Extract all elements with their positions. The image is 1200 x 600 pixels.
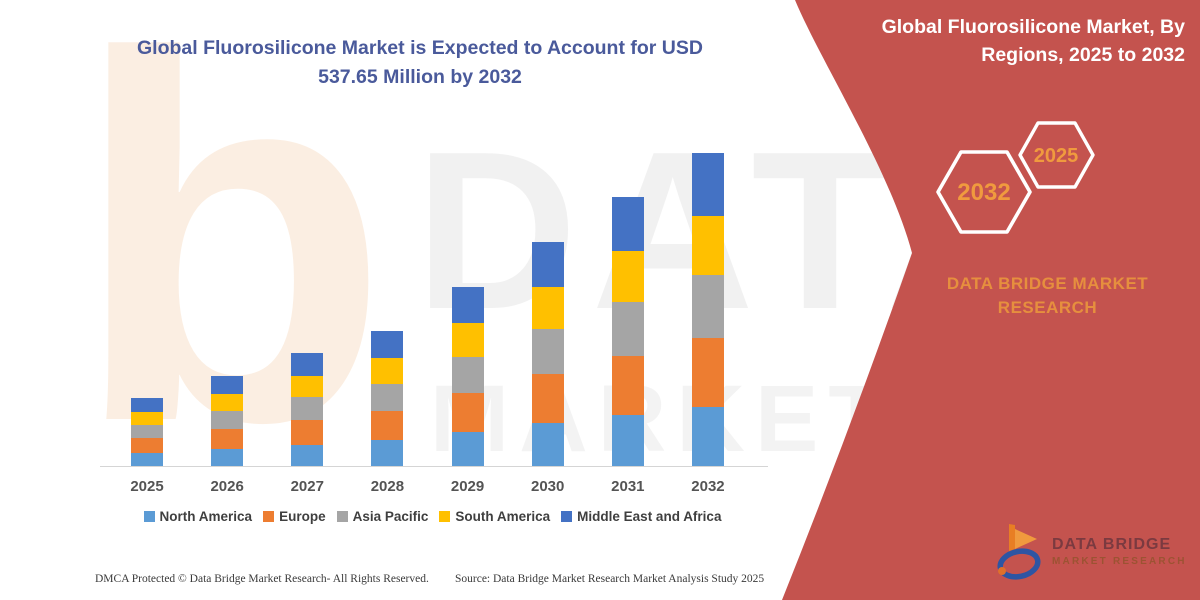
legend-marker-icon	[143, 511, 155, 522]
dbmr-logo-icon	[997, 524, 1041, 580]
bar-segment-2027	[291, 375, 324, 398]
dbmr-logo-subtitle: MARKET RESEARCH	[1052, 555, 1187, 567]
bar-segment-2029	[451, 432, 484, 466]
bar-segment-2025	[131, 398, 163, 412]
hexagon-2025-icon	[1018, 121, 1095, 189]
bar-segment-2025	[131, 453, 163, 466]
legend-label: North America	[159, 509, 253, 524]
bar-segment-2026	[211, 411, 244, 430]
bar-segment-2025	[131, 424, 163, 439]
bar-segment-2029	[451, 392, 484, 433]
bar-segment-2027	[291, 353, 324, 376]
chart-legend: North America Europe Asia Pacific South Ame…	[90, 509, 775, 524]
bar-segment-2026	[211, 429, 244, 449]
side-panel-brand-text: DATA BRIDGE MARKET RESEARCH	[946, 274, 1149, 317]
side-panel-title: Global Fluorosilicone Market, By Regions…	[881, 16, 1185, 67]
legend-marker-icon	[439, 511, 451, 522]
bar-segment-2030	[531, 423, 564, 466]
x-axis-line	[100, 466, 768, 467]
x-axis-label: 2027	[290, 478, 324, 495]
legend-label: Europe	[279, 509, 326, 524]
bar-segment-2026	[211, 448, 244, 466]
bar-segment-2031	[611, 250, 644, 302]
chart-title: Global Fluorosilicone Market is Expected…	[137, 37, 703, 89]
forecast-hexagons-icon: 2032 2025	[936, 121, 1095, 234]
legend-label: Middle East and Africa	[577, 509, 722, 524]
hexagon-end-year-label: 2032	[957, 179, 1010, 206]
dbmr-logo-title: DATA BRIDGE	[1052, 535, 1172, 553]
copyright-text: DMCA Protected © Data Bridge Market Rese…	[95, 573, 429, 585]
legend-item: Middle East and Africa	[561, 509, 721, 524]
side-panel-background	[782, 0, 1200, 600]
bar-segment-2026	[211, 394, 244, 412]
bar-segment-2028	[371, 410, 404, 441]
bar-segment-2027	[291, 444, 324, 466]
bar-segment-2031	[611, 301, 644, 356]
legend-label: Asia Pacific	[352, 509, 429, 524]
bar-segment-2032	[691, 153, 724, 216]
bar-segment-2032	[691, 215, 724, 276]
legend-item: Europe	[263, 509, 326, 524]
dbmr-logo-text: DATA BRIDGE MARKET RESEARCH	[1052, 536, 1187, 567]
dbmr-logo: DATA BRIDGE MARKET RESEARCH	[996, 522, 1187, 580]
bar-segment-2028	[371, 383, 404, 411]
bar-segment-2029	[451, 356, 484, 393]
x-axis-label: 2030	[531, 478, 565, 495]
x-axis-label: 2025	[130, 478, 164, 495]
legend-marker-icon	[263, 511, 275, 522]
bar-segment-2029	[451, 322, 484, 357]
bar-segment-2028	[371, 440, 404, 466]
bar-segment-2025	[131, 411, 163, 425]
bar-segment-2031	[611, 197, 644, 251]
bar-segment-2032	[691, 406, 724, 466]
bar-segment-2031	[611, 355, 644, 415]
bar-segment-2030	[531, 329, 564, 375]
x-axis-label: 2028	[370, 478, 405, 495]
bar-segment-2028	[371, 357, 404, 384]
hexagon-start-year-label: 2025	[1034, 145, 1079, 167]
bar-segment-2028	[371, 330, 404, 358]
source-text: Source: Data Bridge Market Research Mark…	[455, 573, 765, 585]
bar-segment-2025	[131, 438, 163, 454]
bar-segment-2030	[531, 374, 564, 424]
bar-chart: 2025 2026 2027 2028 2029 2030 2031 2032	[100, 140, 770, 495]
legend-marker-icon	[561, 511, 573, 522]
x-axis-label: 2031	[611, 478, 645, 495]
bar-segment-2026	[211, 376, 244, 394]
legend-item: Asia Pacific	[336, 509, 429, 524]
bar-segment-2032	[691, 337, 724, 407]
bar-segment-2027	[291, 419, 324, 445]
bar-segment-2027	[291, 397, 324, 420]
legend-label: South America	[455, 509, 551, 524]
bar-segment-2031	[611, 414, 644, 466]
bar-segment-2032	[691, 275, 724, 338]
bar-segment-2030	[531, 241, 564, 287]
x-axis-label: 2029	[450, 478, 485, 495]
x-axis-label: 2032	[691, 478, 725, 495]
hexagon-2032-icon	[936, 150, 1032, 234]
legend-item: South America	[439, 509, 550, 524]
x-axis-label: 2026	[210, 478, 244, 495]
legend-item: North America	[143, 509, 253, 524]
bar-segment-2029	[451, 287, 484, 323]
bar-segment-2030	[531, 286, 564, 330]
legend-marker-icon	[336, 511, 348, 522]
